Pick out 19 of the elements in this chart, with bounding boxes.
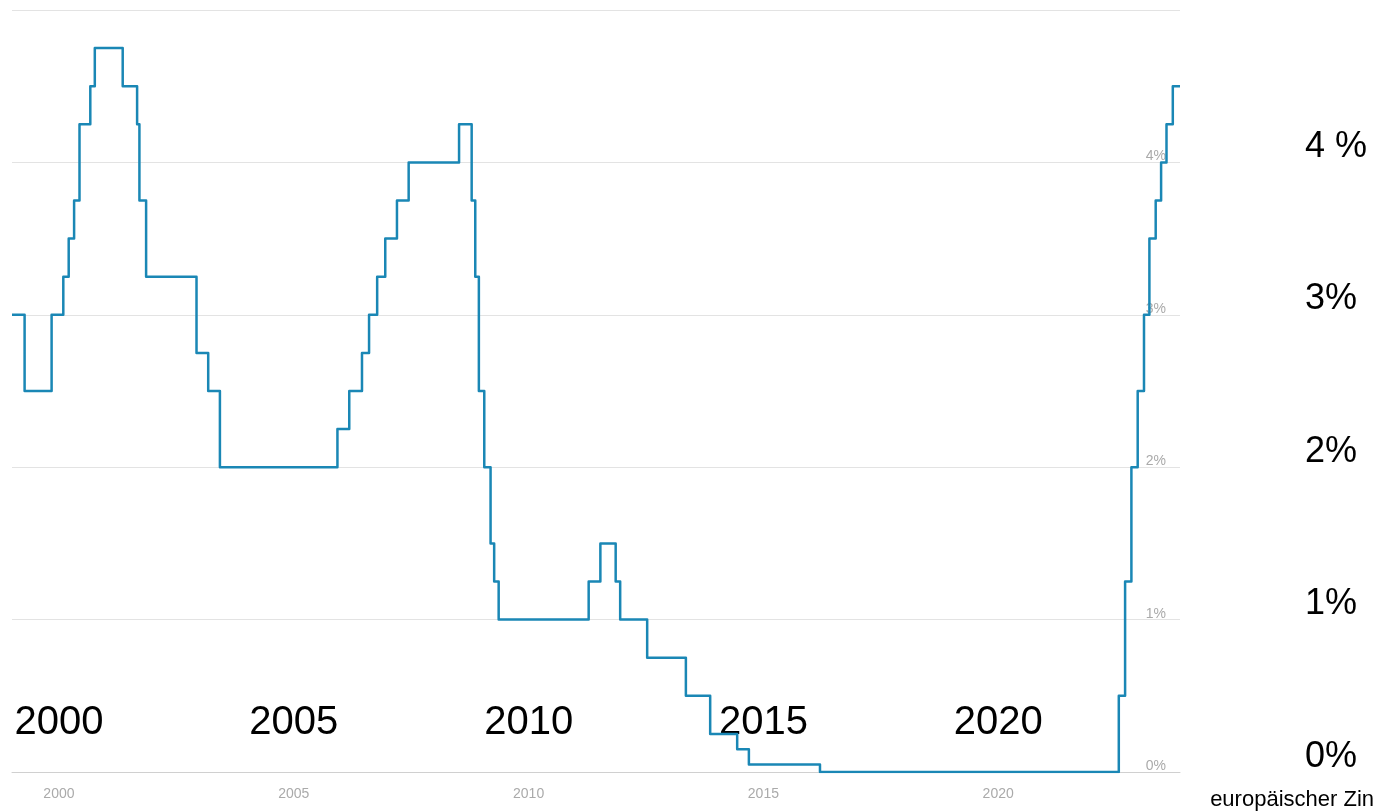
x2-tick-label: 2015 bbox=[747, 785, 780, 801]
y-tick-label: 2% bbox=[1145, 452, 1166, 469]
y-tick-label: 0% bbox=[1145, 757, 1166, 773]
x-tick-label: 2005 bbox=[249, 698, 339, 742]
y2-tick-label: 0% bbox=[1305, 733, 1358, 775]
x-tick-label: 2000 bbox=[14, 698, 104, 742]
text: europäischer Zin bbox=[1210, 785, 1375, 811]
y2-tick-label: 3% bbox=[1305, 276, 1358, 318]
x2-tick-label: 2020 bbox=[982, 785, 1014, 801]
x2-tick-label: 2010 bbox=[513, 785, 545, 801]
x-tick-label: 2020 bbox=[953, 698, 1043, 742]
y2-tick-label: 4 % bbox=[1305, 123, 1368, 165]
x2-tick-label: 2005 bbox=[278, 785, 310, 801]
y2-tick-label: 1% bbox=[1305, 581, 1358, 623]
x-tick-label: 2015 bbox=[718, 698, 808, 742]
y-tick-label: 1% bbox=[1145, 604, 1166, 621]
x2-tick-label: 2000 bbox=[43, 785, 75, 801]
y2-tick-label: 2% bbox=[1305, 428, 1358, 470]
x-tick-label: 2010 bbox=[484, 698, 574, 742]
